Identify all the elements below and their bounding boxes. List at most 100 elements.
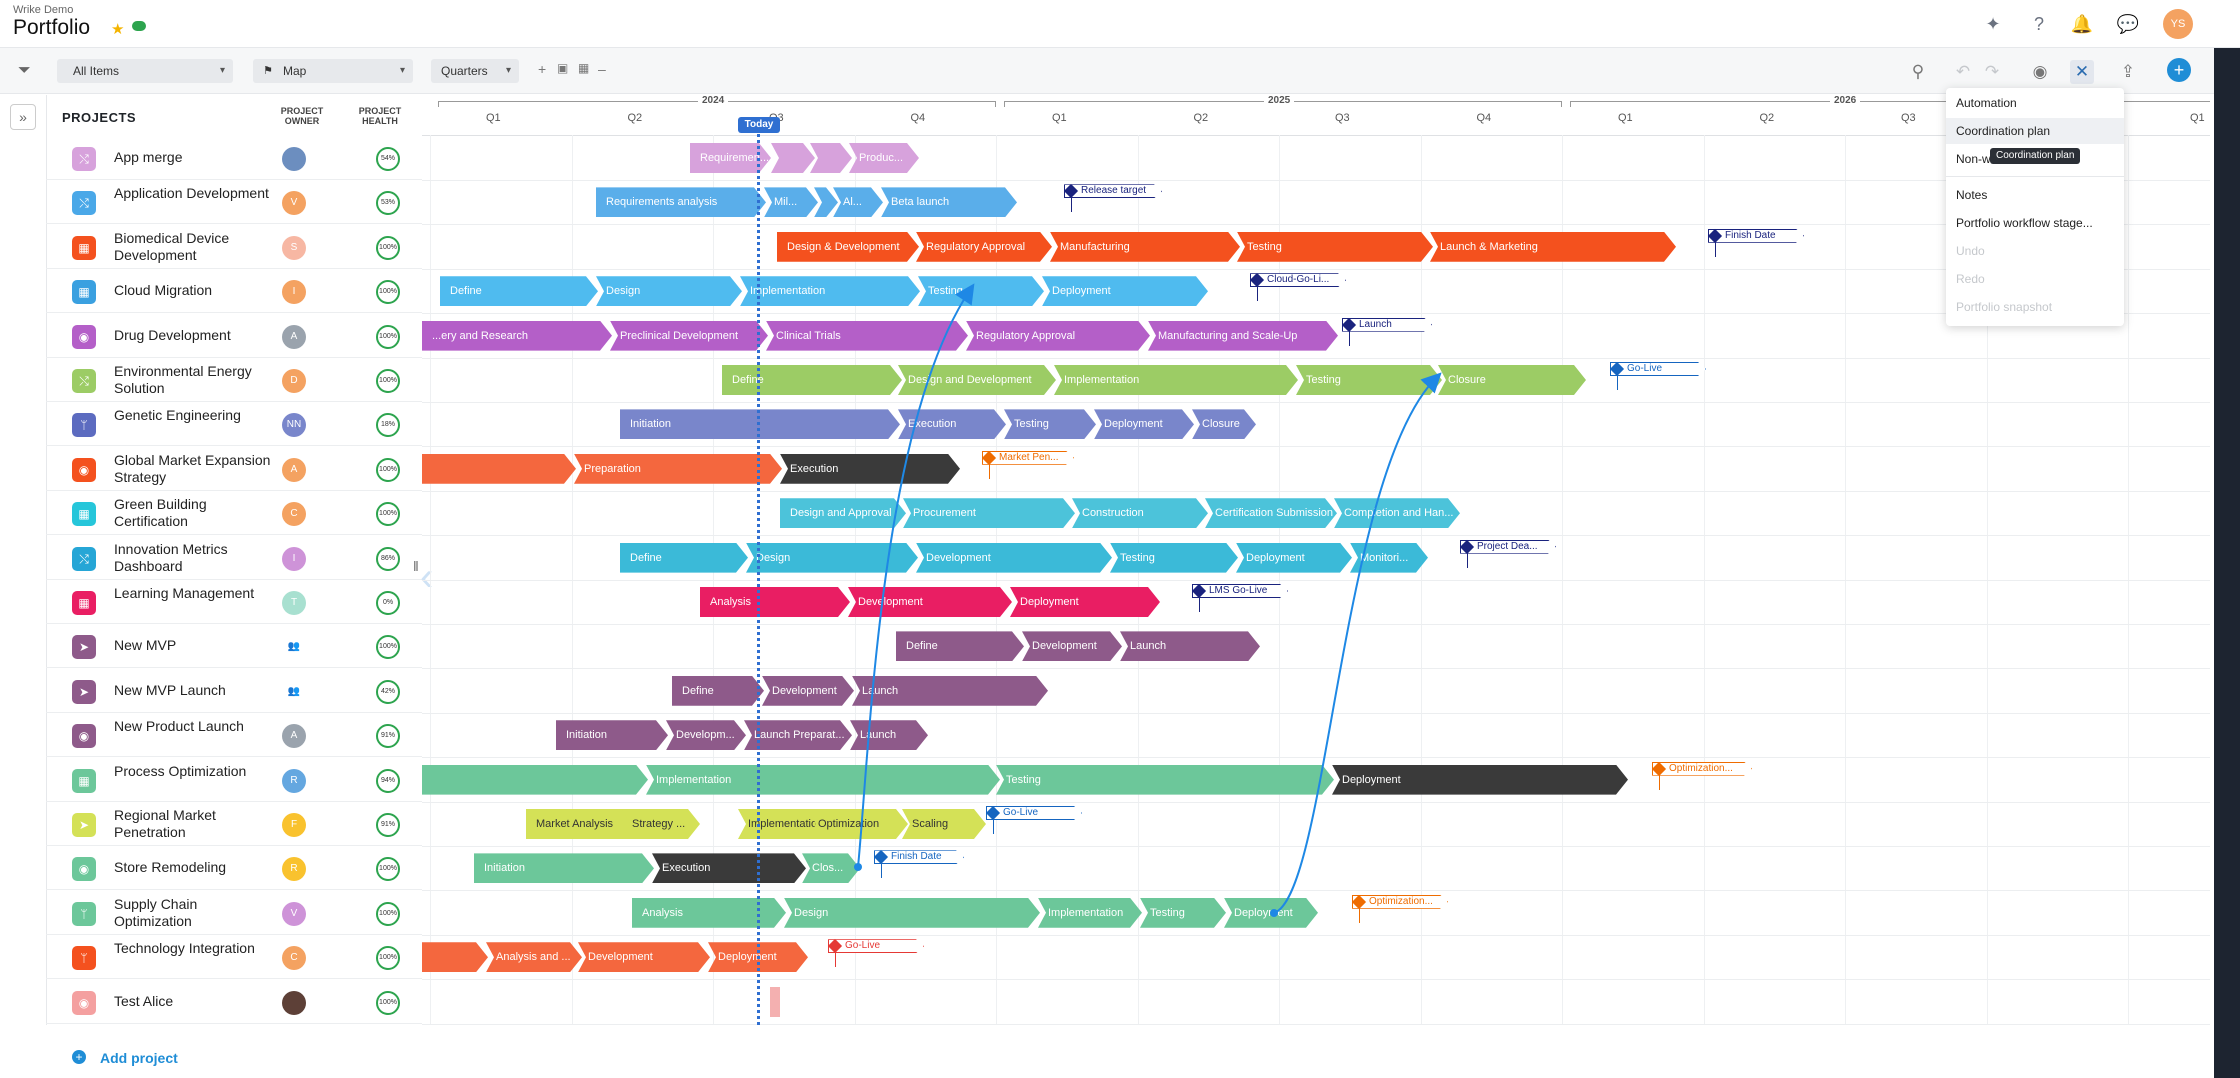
phase-bar[interactable]: Testing [1110,543,1238,573]
phase-bar[interactable]: Implementation [740,276,920,306]
phase-bar[interactable]: Regulatory Approval [966,321,1150,351]
project-row[interactable]: ➤ New MVP 👥 100% [46,624,422,669]
owner-avatar[interactable]: T [282,591,306,615]
owner-avatar[interactable] [282,147,306,171]
project-row[interactable]: ▦ Cloud Migration I 100% [46,269,422,314]
project-name[interactable]: Technology Integration [114,940,255,957]
view-select[interactable]: ⚑ Map ▾ [253,59,413,83]
search-icon[interactable]: ⚲ [1911,62,1925,81]
phase-bar[interactable]: Development [916,543,1112,573]
phase-bar[interactable] [422,942,488,972]
phase-bar[interactable]: Deployment [1042,276,1208,306]
phase-bar[interactable]: Launch & Marketing [1430,232,1676,262]
phase-bar[interactable]: Preclinical Development [610,321,768,351]
phase-bar[interactable]: Execution [780,454,960,484]
milestone-label[interactable]: Go-Live [986,806,1082,820]
star-icon[interactable]: ★ [111,21,125,38]
project-name[interactable]: Genetic Engineering [114,407,241,424]
owner-avatar[interactable] [282,990,306,1015]
owner-avatar[interactable]: NN [282,413,306,438]
project-name[interactable]: Environmental Energy Solution [114,363,252,396]
phase-bar[interactable]: Development [1022,631,1122,661]
owner-avatar[interactable]: 👥 [282,635,306,660]
owner-avatar[interactable]: S [282,235,306,260]
phase-bar[interactable]: Analysis [700,587,850,617]
owner-avatar[interactable]: A [282,457,306,482]
expand-panel-button[interactable]: » [10,104,36,130]
phase-bar[interactable]: Deployment [1236,543,1352,573]
phase-bar[interactable]: Produc... [849,143,919,173]
project-name[interactable]: Application Development [114,185,269,202]
menu-item-notes[interactable]: Notes [1956,188,1988,202]
phase-bar[interactable]: Regulatory Approval [916,232,1052,262]
user-avatar[interactable]: YS [2163,9,2193,39]
phase-bar[interactable]: ...ery and Research [422,321,612,351]
menu-item-automation[interactable]: Automation [1956,96,2017,110]
milestone-label[interactable]: Cloud-Go-Li... [1250,273,1346,287]
owner-avatar[interactable]: 👥 [282,679,306,704]
phase-bar[interactable]: Manufacturing and Scale-Up [1148,321,1338,351]
add-project-link[interactable]: Add project [100,1050,178,1066]
add-project-icon[interactable]: + [72,1050,86,1064]
project-name[interactable]: Drug Development [114,326,231,343]
project-name[interactable]: Regional Market Penetration [114,807,216,840]
phase-bar[interactable] [422,765,648,795]
milestone-label[interactable]: Market Pen... [982,451,1074,465]
project-row[interactable]: ᛘ Technology Integration C 100% [46,935,422,980]
owner-avatar[interactable]: R [282,857,306,882]
phase-bar[interactable]: Testing [996,765,1334,795]
phase-bar[interactable]: Deployment [1094,409,1194,439]
project-row[interactable]: ▦ Learning Management T 0% [46,580,422,624]
project-row[interactable]: ⤭ Innovation Metrics Dashboard I 86% [46,536,422,580]
scroll-left-icon[interactable]: ‹ [420,555,434,599]
phase-bar[interactable]: Testing [918,276,1044,306]
phase-bar[interactable]: Developm... [666,720,746,750]
phase-bar[interactable]: Development [762,676,854,706]
project-row[interactable]: ➤ Regional Market Penetration F 91% [46,802,422,846]
tools-icon[interactable]: ✕ [2070,60,2094,84]
share-icon[interactable]: ⇪ [2120,62,2136,81]
owner-avatar[interactable]: C [282,946,306,971]
project-name[interactable]: Test Alice [114,992,174,1009]
project-row[interactable]: ◉ New Product Launch A 91% [46,713,422,758]
phase-bar[interactable]: Define [896,631,1024,661]
phase-bar[interactable]: Implementation [1054,365,1298,395]
phase-bar[interactable]: Completion and Han... [1334,498,1460,528]
project-row[interactable]: ➤ New MVP Launch 👥 42% [46,669,422,713]
phase-bar[interactable]: Beta launch [881,187,1017,217]
phase-bar[interactable]: Procurement [903,498,1075,528]
phase-bar[interactable]: Design and Approval [780,498,906,528]
phase-bar[interactable]: Define [672,676,764,706]
project-name[interactable]: Store Remodeling [114,859,227,876]
sparkle-icon[interactable]: ✦ [1985,14,2001,34]
phase-bar[interactable]: Define [440,276,598,306]
zoom-in-icon[interactable]: + [538,61,547,77]
pane-resize-handle[interactable]: ‖ [413,558,419,574]
project-name[interactable]: New Product Launch [114,718,244,735]
owner-avatar[interactable]: I [282,280,306,305]
phase-bar[interactable]: Testing [1237,232,1433,262]
project-name[interactable]: Cloud Migration [114,282,213,299]
phase-bar[interactable]: Strategy ... [622,809,700,839]
phase-bar[interactable]: Preparation [574,454,782,484]
project-name[interactable]: Learning Management [114,585,255,601]
project-name[interactable]: Innovation Metrics Dashboard [114,540,228,574]
menu-item-coordination-plan[interactable]: Coordination plan [1946,118,2124,144]
phase-bar[interactable]: Testing [1296,365,1442,395]
project-row[interactable]: ◉ Drug Development A 100% [46,314,422,358]
owner-avatar[interactable]: I [282,546,306,571]
phase-bar[interactable]: Design [596,276,742,306]
project-row[interactable]: ⤭ Application Development V 53% [46,180,422,225]
phase-bar[interactable]: Construction [1072,498,1208,528]
project-row[interactable]: ⤭ App merge 54% [46,136,422,180]
phase-bar[interactable]: Scaling [902,809,986,839]
phase-bar[interactable]: Initiation [620,409,900,439]
phase-bar[interactable]: Requirements analysis [596,187,766,217]
milestone-label[interactable]: Finish Date [1708,229,1804,243]
phase-bar[interactable]: Define [722,365,902,395]
redo-icon[interactable]: ↷ [1984,62,2000,81]
phase-bar[interactable]: Analysis and ... [486,942,582,972]
phase-bar[interactable]: Clos... [802,853,860,883]
owner-avatar[interactable]: V [282,901,306,926]
phase-bar[interactable]: Initiation [556,720,668,750]
